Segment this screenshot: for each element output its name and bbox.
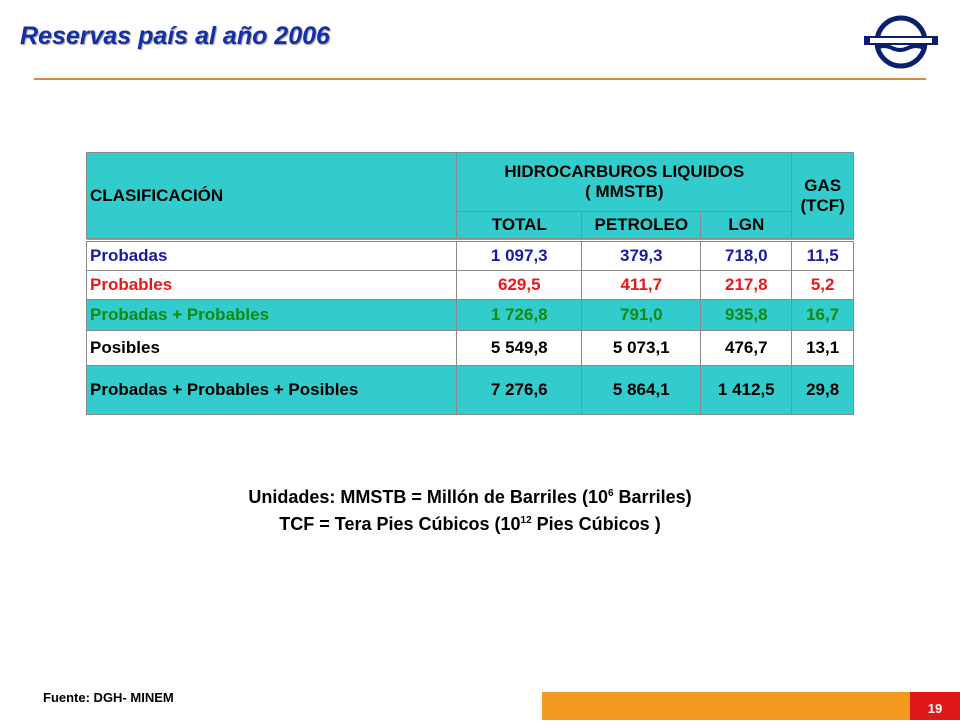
cell-petroleo: 379,3 bbox=[581, 238, 702, 271]
row-label: Probadas + Probables bbox=[85, 299, 458, 331]
cell-lgn: 1 412,5 bbox=[700, 365, 793, 415]
header-gas: GAS (TCF) bbox=[791, 152, 854, 241]
header-clasificacion: CLASIFICACIÓN bbox=[85, 152, 458, 241]
units-line-2: TCF = Tera Pies Cúbicos (1012 Pies Cúbic… bbox=[279, 514, 661, 534]
cell-petroleo: 411,7 bbox=[581, 270, 702, 300]
row-label: Posibles bbox=[85, 330, 458, 366]
page-number-badge: 19 bbox=[910, 692, 960, 720]
header-hidrocarburos-liquidos: HIDROCARBUROS LIQUIDOS ( MMSTB) bbox=[456, 152, 793, 212]
cell-lgn: 718,0 bbox=[700, 238, 793, 271]
source-note: Fuente: DGH- MINEM bbox=[43, 690, 174, 705]
row-label: Probadas bbox=[85, 238, 458, 271]
reserves-table: CLASIFICACIÓN HIDROCARBUROS LIQUIDOS ( M… bbox=[85, 152, 854, 415]
header-petroleo: PETROLEO bbox=[581, 211, 702, 241]
cell-gas: 16,7 bbox=[791, 299, 854, 331]
cell-gas: 13,1 bbox=[791, 330, 854, 366]
cell-petroleo: 5 864,1 bbox=[581, 365, 702, 415]
cell-gas: 5,2 bbox=[791, 270, 854, 300]
cell-lgn: 476,7 bbox=[700, 330, 793, 366]
units-line-1: Unidades: MMSTB = Millón de Barriles (10… bbox=[248, 487, 692, 507]
cell-petroleo: 791,0 bbox=[581, 299, 702, 331]
row-label: Probables bbox=[85, 270, 458, 300]
cell-petroleo: 5 073,1 bbox=[581, 330, 702, 366]
cell-total: 629,5 bbox=[456, 270, 583, 300]
cell-total: 7 276,6 bbox=[456, 365, 583, 415]
table-row: Probadas + Probables 1 726,8 791,0 935,8… bbox=[85, 299, 854, 331]
footer-bar bbox=[542, 692, 910, 720]
company-logo-icon bbox=[864, 15, 938, 69]
cell-lgn: 217,8 bbox=[700, 270, 793, 300]
title-divider bbox=[34, 78, 926, 80]
page-title: Reservas país al año 2006 bbox=[20, 22, 330, 50]
row-label: Probadas + Probables + Posibles bbox=[85, 365, 458, 415]
cell-gas: 11,5 bbox=[791, 238, 854, 271]
cell-total: 1 726,8 bbox=[456, 299, 583, 331]
units-note: Unidades: MMSTB = Millón de Barriles (10… bbox=[0, 482, 940, 536]
table-row: Probadas + Probables + Posibles 7 276,6 … bbox=[85, 365, 854, 415]
cell-lgn: 935,8 bbox=[700, 299, 793, 331]
table-row: Probables 629,5 411,7 217,8 5,2 bbox=[85, 270, 854, 300]
cell-gas: 29,8 bbox=[791, 365, 854, 415]
header-lgn: LGN bbox=[700, 211, 793, 241]
table-row: Posibles 5 549,8 5 073,1 476,7 13,1 bbox=[85, 330, 854, 366]
cell-total: 1 097,3 bbox=[456, 238, 583, 271]
header-total: TOTAL bbox=[456, 211, 583, 241]
cell-total: 5 549,8 bbox=[456, 330, 583, 366]
table-row: Probadas 1 097,3 379,3 718,0 11,5 bbox=[85, 238, 854, 271]
